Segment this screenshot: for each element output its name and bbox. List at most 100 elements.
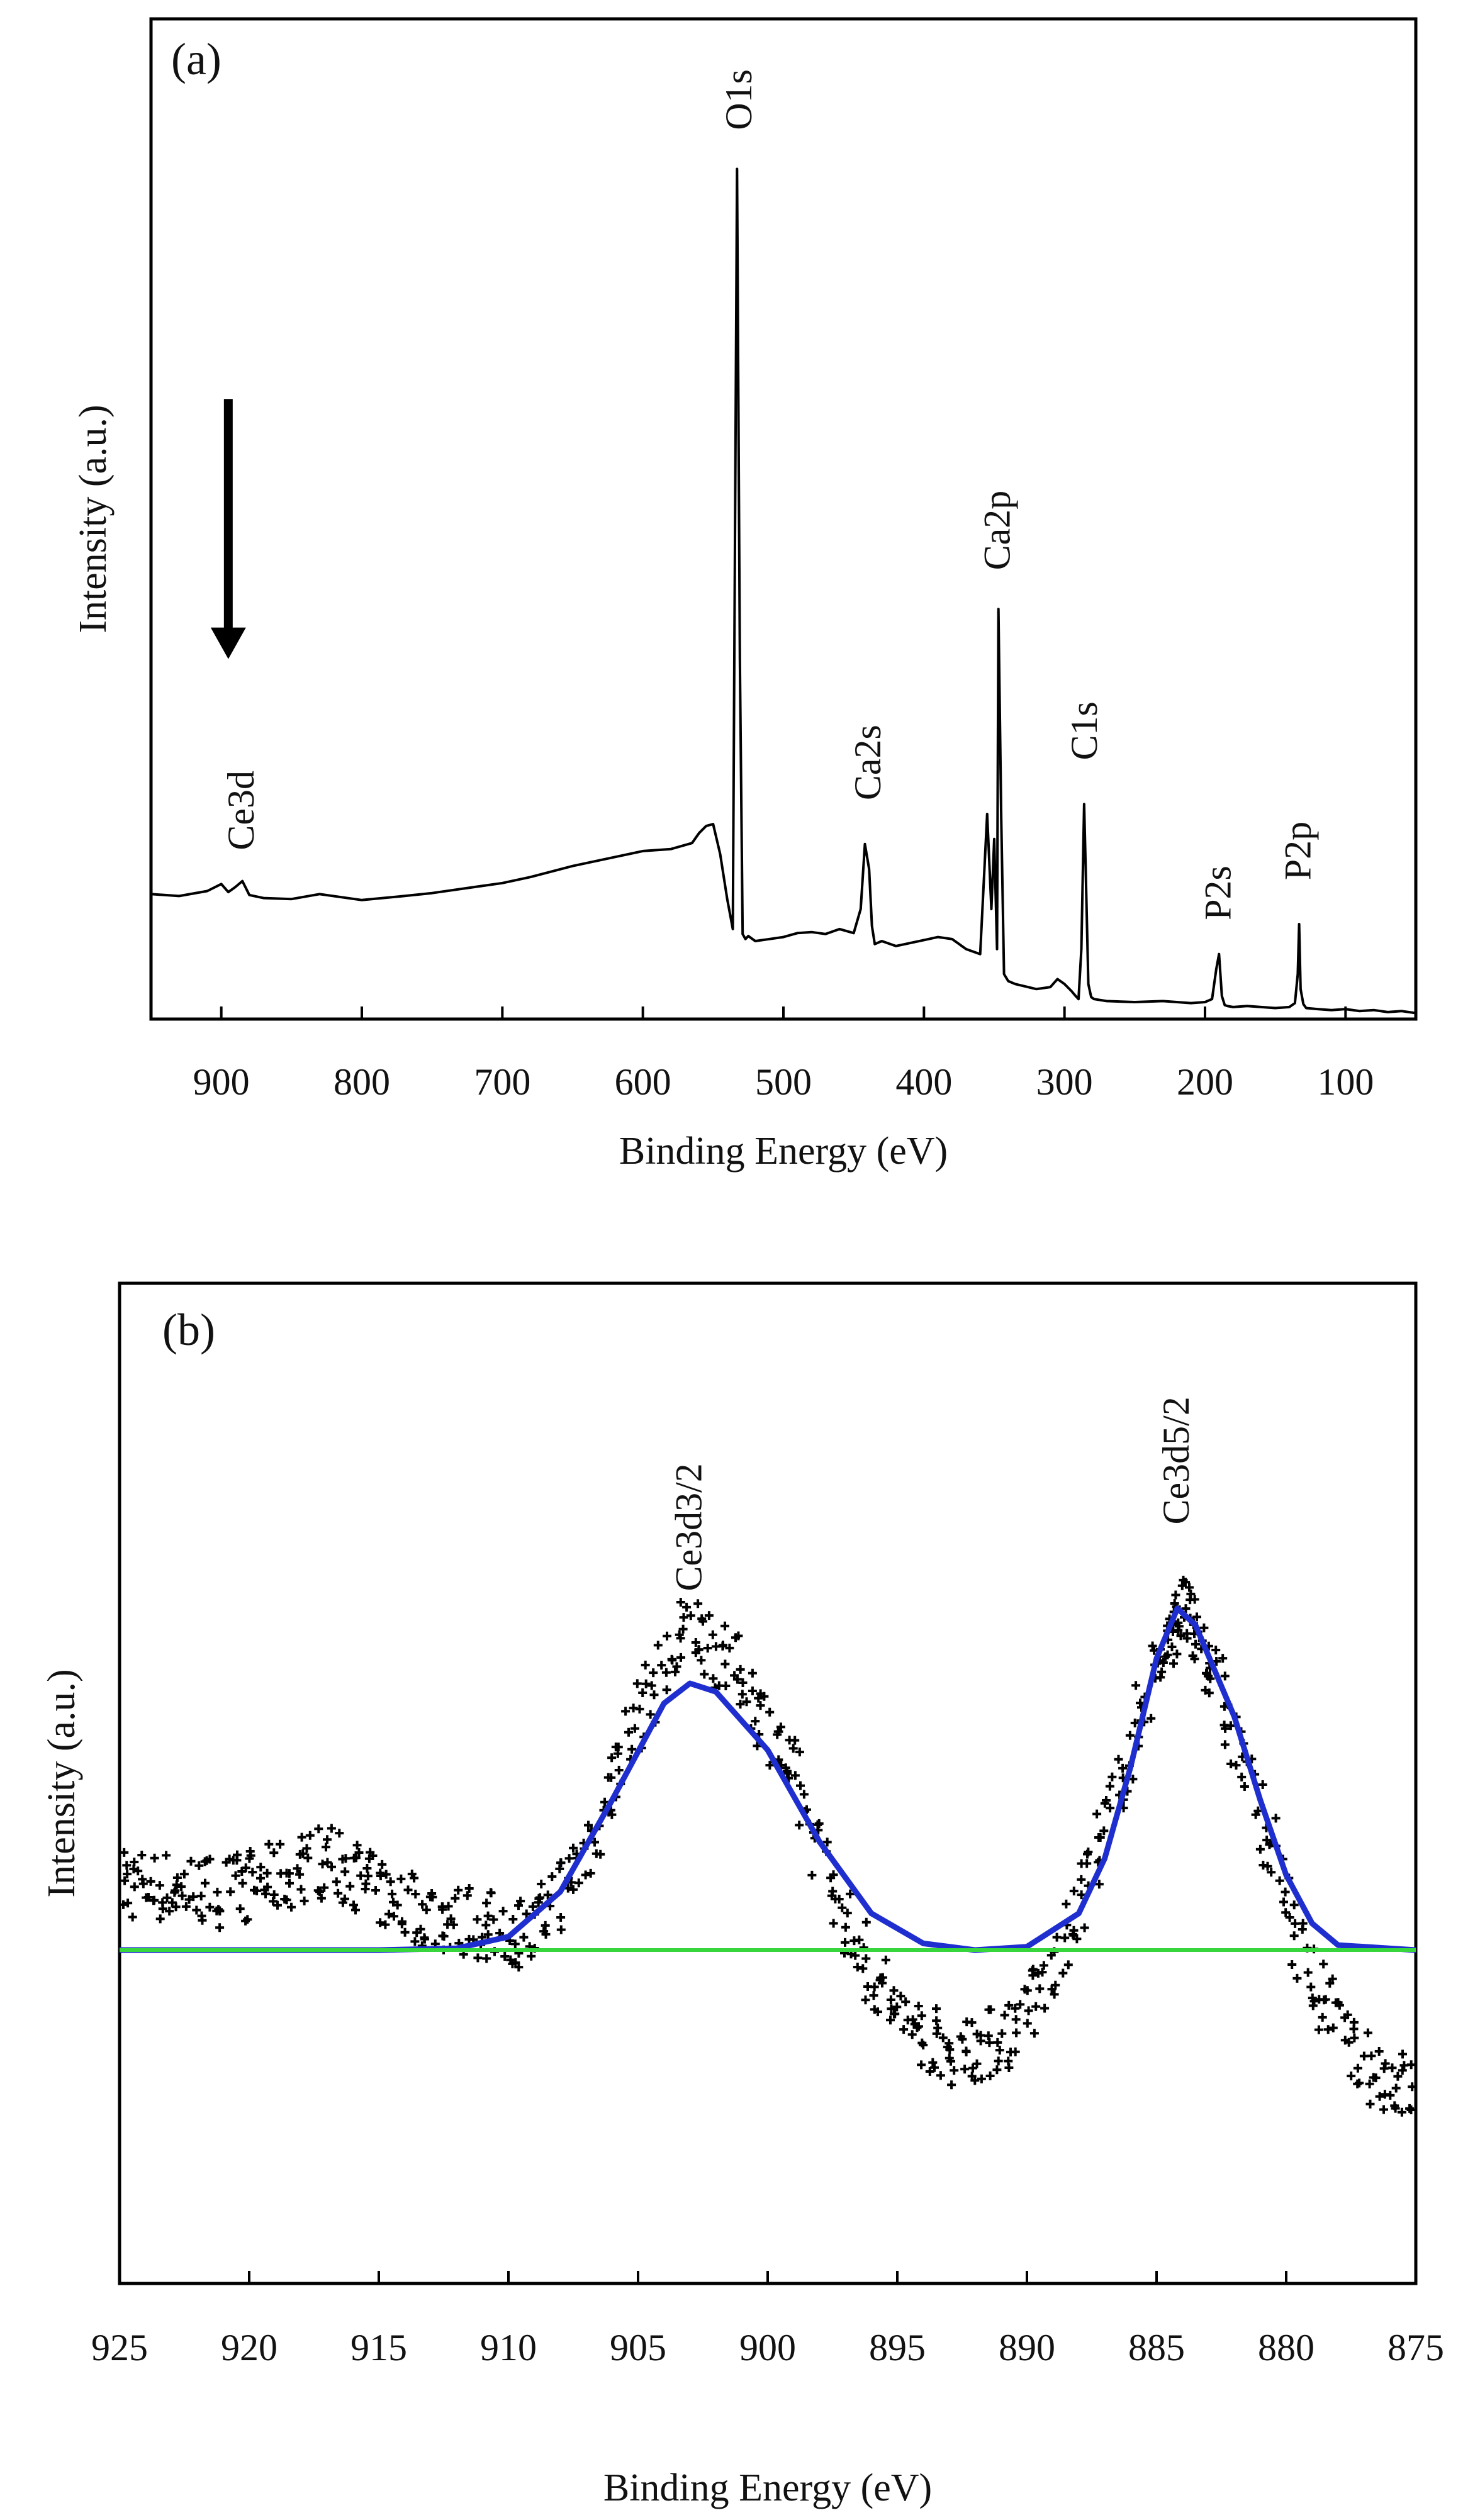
scatter-point: [799, 1790, 809, 1799]
scatter-point: [1072, 1934, 1082, 1944]
scatter-point: [1146, 1714, 1156, 1723]
scatter-point: [635, 1704, 644, 1714]
scatter-point: [263, 1882, 272, 1892]
scatter-point: [137, 1851, 147, 1859]
scatter-point: [725, 1643, 734, 1653]
scatter-point: [500, 1952, 510, 1961]
scatter-point: [410, 1873, 419, 1883]
scatter-point: [958, 2034, 967, 2044]
scatter-point: [908, 2015, 917, 2024]
scatter-point: [936, 2071, 945, 2080]
scatter-point: [256, 1863, 266, 1872]
scatter-point: [932, 2016, 941, 2026]
scatter-point: [967, 2018, 977, 2027]
scatter-point: [323, 1835, 332, 1844]
scatter-point: [569, 1843, 578, 1853]
scatter-point: [388, 1889, 397, 1898]
scatter-point: [1344, 2038, 1354, 2047]
scatter-point: [264, 1839, 274, 1849]
scatter-point: [543, 1890, 552, 1900]
scatter-point: [356, 1871, 366, 1880]
scatter-point: [146, 1876, 155, 1886]
scatter-point: [186, 1856, 196, 1866]
scatter-point: [381, 1870, 391, 1879]
scatter-point: [338, 1898, 347, 1907]
scatter-point: [861, 1995, 870, 2005]
scatter-point: [213, 1887, 222, 1897]
scatter-point: [704, 1611, 714, 1620]
scatter-point: [1163, 1650, 1172, 1659]
scatter-point: [1374, 2047, 1384, 2056]
scatter-point: [678, 1624, 688, 1634]
panel-b-label: (b): [162, 1305, 215, 1355]
scatter-point: [751, 1717, 760, 1726]
scatter-point: [235, 1904, 245, 1914]
scatter-point: [349, 1900, 358, 1910]
scatter-point: [596, 1849, 605, 1859]
x-tick-label: 400: [895, 1061, 952, 1103]
scatter-point: [925, 2067, 934, 2076]
panel-a-arrow: [210, 399, 246, 659]
scatter-point: [482, 1954, 491, 1963]
scatter-point: [446, 1914, 456, 1924]
scatter-point: [482, 1898, 491, 1908]
scatter-point: [698, 1617, 707, 1626]
scatter-point: [403, 1885, 413, 1895]
scatter-point: [1371, 2073, 1381, 2083]
scatter-point: [335, 1829, 344, 1838]
scatter-point: [694, 1645, 703, 1654]
scatter-point: [1077, 1875, 1086, 1884]
x-tick-label: 100: [1317, 1061, 1374, 1103]
scatter-point: [547, 1872, 557, 1882]
scatter-point: [1181, 1604, 1191, 1614]
scatter-point: [351, 1905, 360, 1915]
scatter-point: [1308, 2001, 1318, 2010]
scatter-point: [703, 1644, 712, 1653]
scatter-point: [1267, 1868, 1276, 1877]
scatter-point: [686, 1611, 695, 1620]
scatter-point: [928, 2058, 938, 2067]
scatter-point: [734, 1631, 743, 1641]
scatter-point: [1367, 2051, 1376, 2061]
scatter-point: [569, 1885, 578, 1894]
scatter-point: [1323, 2025, 1333, 2034]
scatter-point: [1353, 2063, 1362, 2073]
scatter-point: [997, 2029, 1007, 2038]
scatter-point: [914, 2002, 923, 2010]
scatter-point: [737, 1690, 747, 1699]
peak-label: P2p: [1277, 822, 1319, 880]
scatter-point: [428, 1892, 437, 1902]
scatter-point: [197, 1911, 206, 1921]
arrow-head: [210, 627, 246, 659]
scatter-point: [985, 2038, 994, 2048]
scatter-point: [889, 1986, 899, 1995]
scatter-point: [1231, 1761, 1241, 1770]
scatter-point: [627, 1744, 637, 1754]
scatter-point: [177, 1882, 186, 1892]
x-tick-label: 905: [610, 2327, 666, 2368]
scatter-point: [993, 2038, 1002, 2047]
scatter-point: [1393, 2071, 1403, 2081]
scatter-point: [1349, 2017, 1359, 2027]
scatter-point: [790, 1736, 800, 1745]
scatter-point: [1199, 1623, 1209, 1632]
scatter-point: [1347, 2071, 1356, 2081]
scatter-point: [1052, 1932, 1062, 1942]
scatter-point: [851, 1951, 860, 1960]
scatter-point: [1077, 1890, 1086, 1900]
scatter-point: [527, 1951, 536, 1961]
scatter-point: [932, 2004, 941, 2014]
scatter-point: [668, 1656, 677, 1665]
scatter-point: [181, 1902, 191, 1911]
scatter-point: [327, 1862, 336, 1871]
scatter-point: [1279, 1897, 1288, 1907]
scatter-point: [861, 1917, 871, 1927]
x-tick-label: 890: [999, 2327, 1055, 2368]
scatter-point: [1289, 1931, 1299, 1941]
scatter-point: [322, 1843, 330, 1852]
scatter-point: [158, 1904, 167, 1914]
scatter-point: [829, 1870, 838, 1880]
scatter-point: [1114, 1754, 1123, 1764]
scatter-point: [334, 1888, 343, 1898]
scatter-point: [1306, 1982, 1316, 1992]
